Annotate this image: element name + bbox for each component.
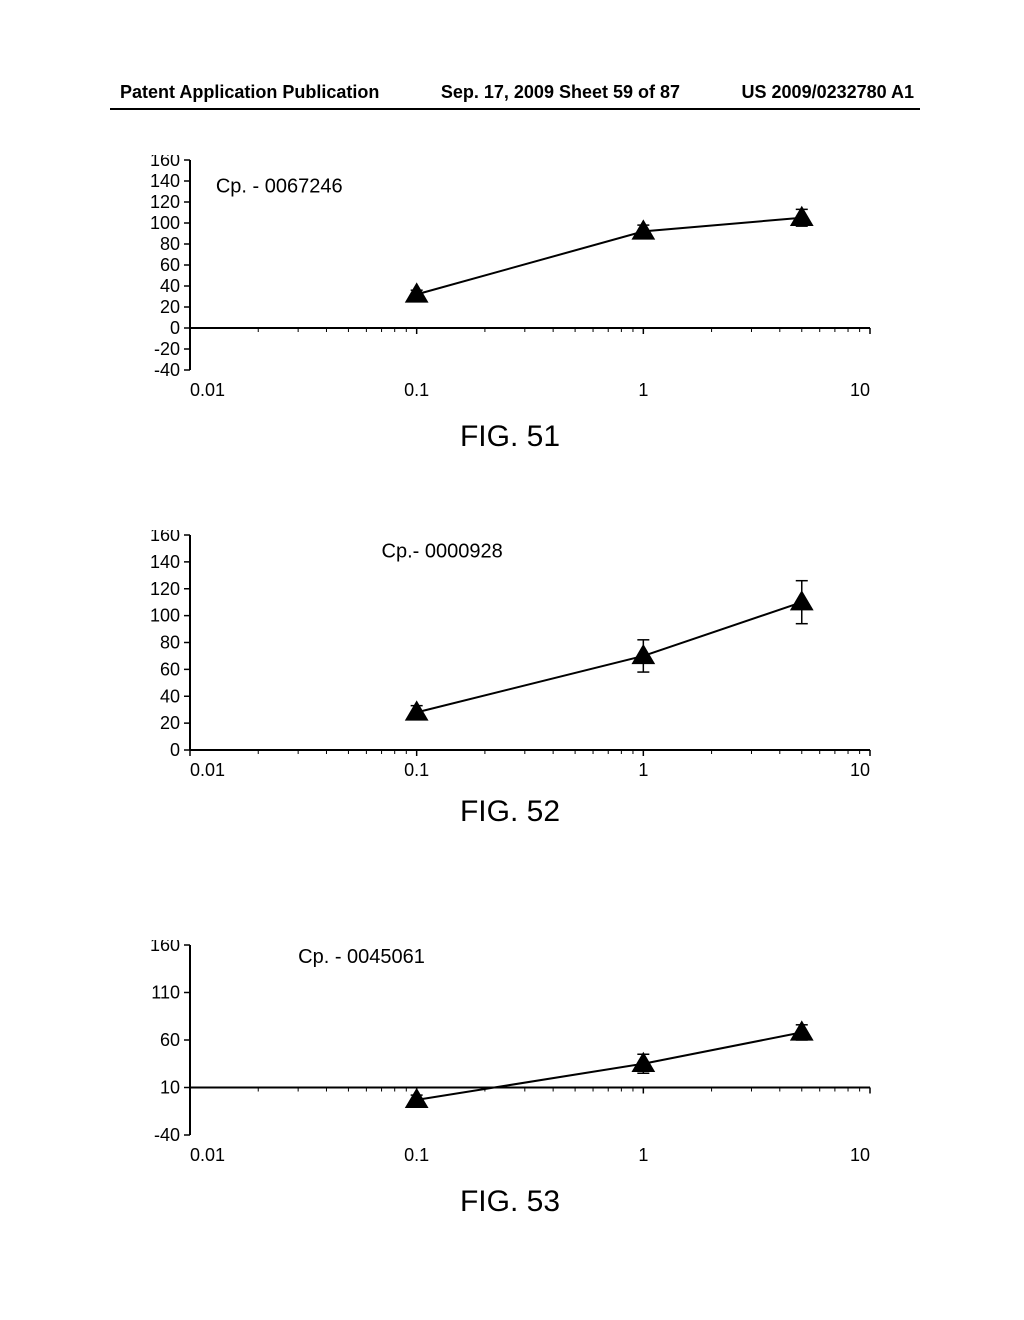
chart-fig-51: -40-20020406080100120140160 0.01 0.1 1 10 Cp.… [120, 155, 900, 454]
svg-text:0.1: 0.1 [404, 760, 429, 780]
svg-text:60: 60 [160, 1030, 180, 1050]
svg-text:0.1: 0.1 [404, 1145, 429, 1165]
header-right: US 2009/0232780 A1 [742, 82, 914, 103]
svg-text:140: 140 [150, 171, 180, 191]
svg-text:120: 120 [150, 579, 180, 599]
chart-svg-fig-52: 0 20 40 60 80 100 120 140 160 0.01 0.1 1 10 Cp.- 0000… [120, 530, 900, 785]
svg-text:10: 10 [160, 1078, 180, 1098]
svg-text:40: 40 [160, 276, 180, 296]
chart-svg-fig-51: -40-20020406080100120140160 0.01 0.1 1 10 Cp.… [120, 155, 900, 410]
svg-text:140: 140 [150, 552, 180, 572]
svg-text:1: 1 [638, 1145, 648, 1165]
svg-text:0: 0 [170, 740, 180, 760]
svg-text:10: 10 [850, 1145, 870, 1165]
svg-text:160: 160 [150, 940, 180, 955]
svg-text:Cp.- 0000928: Cp.- 0000928 [382, 540, 503, 562]
page-header: Patent Application Publication Sep. 17, … [0, 82, 1024, 103]
chart-svg-fig-53: -4010601101600.010.1110Cp. - 0045061 [120, 940, 900, 1175]
svg-text:-20: -20 [154, 339, 180, 359]
patent-page: Patent Application Publication Sep. 17, … [0, 0, 1024, 1320]
svg-text:1: 1 [638, 760, 648, 780]
svg-text:10: 10 [850, 380, 870, 400]
svg-text:0.01: 0.01 [190, 380, 225, 400]
svg-text:10: 10 [850, 760, 870, 780]
svg-text:0.01: 0.01 [190, 1145, 225, 1165]
svg-text:0: 0 [170, 318, 180, 338]
svg-text:60: 60 [160, 659, 180, 679]
figure-caption-52: FIG. 52 [120, 795, 900, 829]
svg-text:Cp. - 0067246: Cp. - 0067246 [216, 176, 343, 198]
svg-text:100: 100 [150, 606, 180, 626]
svg-text:Cp. - 0045061: Cp. - 0045061 [298, 946, 425, 968]
svg-text:40: 40 [160, 686, 180, 706]
svg-text:1: 1 [638, 380, 648, 400]
header-center: Sep. 17, 2009 Sheet 59 of 87 [441, 82, 680, 103]
svg-text:160: 160 [150, 155, 180, 170]
svg-text:110: 110 [151, 983, 180, 1003]
svg-text:0.1: 0.1 [404, 380, 429, 400]
chart-fig-53: -4010601101600.010.1110Cp. - 0045061 FIG… [120, 940, 900, 1219]
svg-text:80: 80 [160, 633, 180, 653]
svg-text:100: 100 [150, 213, 180, 233]
header-left: Patent Application Publication [120, 82, 379, 103]
svg-text:160: 160 [150, 530, 180, 545]
svg-text:0.01: 0.01 [190, 760, 225, 780]
svg-text:-40: -40 [154, 1125, 180, 1145]
figure-caption-53: FIG. 53 [120, 1185, 900, 1219]
svg-text:120: 120 [150, 192, 180, 212]
svg-text:80: 80 [160, 234, 180, 254]
svg-text:20: 20 [160, 297, 180, 317]
chart-fig-52: 0 20 40 60 80 100 120 140 160 0.01 0.1 1 10 Cp.- 0000… [120, 530, 900, 829]
svg-text:60: 60 [160, 255, 180, 275]
svg-text:20: 20 [160, 713, 180, 733]
figure-caption-51: FIG. 51 [120, 420, 900, 454]
svg-text:-40: -40 [154, 360, 180, 380]
header-rule [110, 108, 920, 110]
